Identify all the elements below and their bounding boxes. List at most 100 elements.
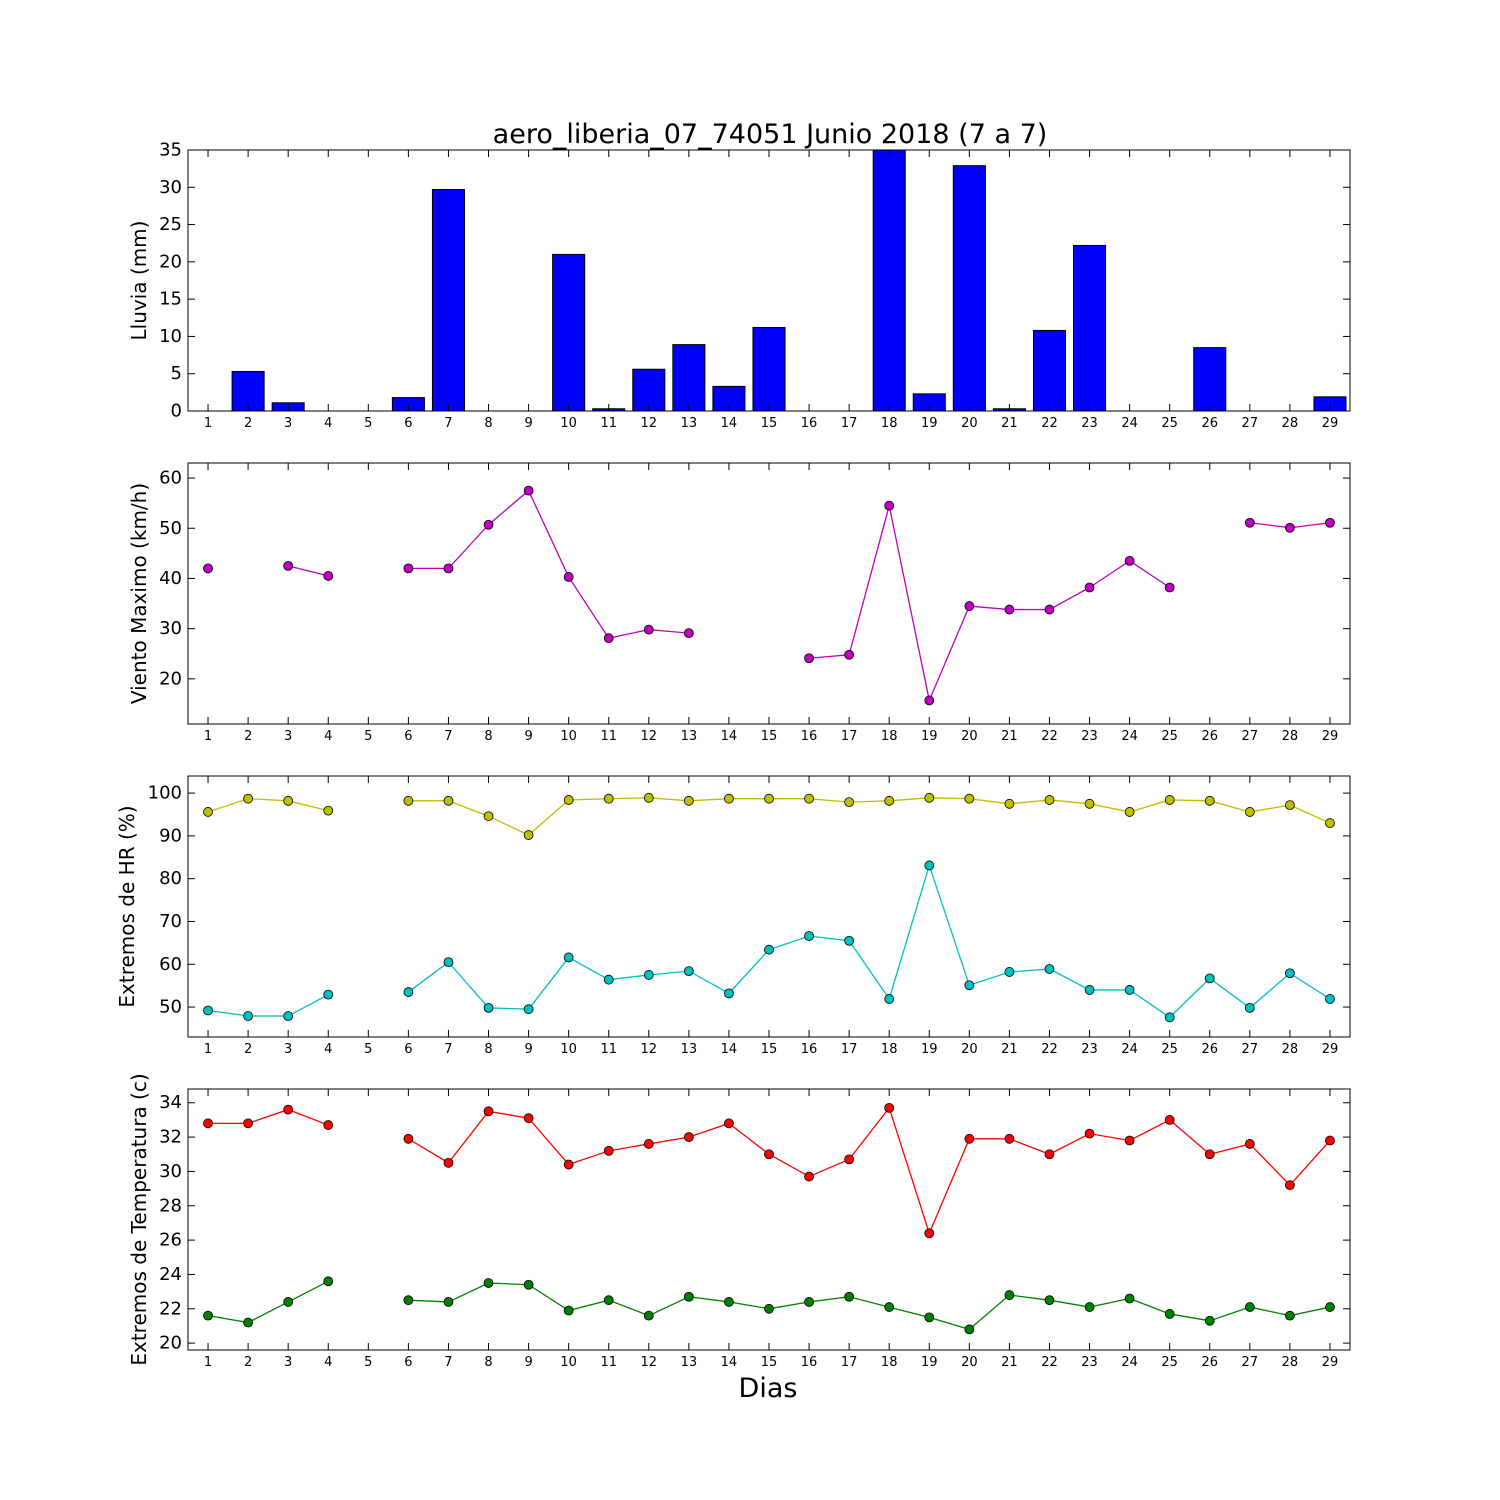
x-tick-label: 12 xyxy=(641,729,658,744)
series-1-point-day-29 xyxy=(1325,517,1335,528)
series-1-point-day-23 xyxy=(1084,1128,1095,1139)
series-2-point-day-27 xyxy=(1244,1003,1255,1013)
x-tick-label: 28 xyxy=(1282,416,1299,431)
series-2-point-day-16 xyxy=(804,931,814,941)
series-1-point-day-21 xyxy=(1004,604,1015,615)
bar-day-22 xyxy=(1032,329,1067,411)
series-1-line-segment-1 xyxy=(207,798,329,813)
series-1-point-day-14 xyxy=(724,1118,734,1129)
series-1-point-day-21 xyxy=(1004,1133,1015,1144)
x-tick-label: 22 xyxy=(1041,416,1058,431)
bar-day-7 xyxy=(431,189,465,411)
x-tick-label: 18 xyxy=(881,1042,898,1057)
chart-title: aero_liberia_07_74051 Junio 2018 (7 a 7) xyxy=(493,119,1048,150)
y-tick-label: 28 xyxy=(159,1195,182,1216)
y-tick-label: 0 xyxy=(171,401,182,422)
series-2-point-day-29 xyxy=(1325,1302,1335,1312)
x-tick-label: 16 xyxy=(801,1355,818,1370)
y-tick-label: 100 xyxy=(148,783,182,804)
series-1-point-day-11 xyxy=(603,793,614,804)
series-1-point-day-9 xyxy=(523,485,534,496)
series-1-point-day-19 xyxy=(924,1228,935,1239)
x-tick-label: 26 xyxy=(1201,416,1218,431)
series-2-point-day-28 xyxy=(1285,1310,1295,1321)
series-2-line-segment-2 xyxy=(408,1282,1331,1331)
x-tick-label: 22 xyxy=(1041,1355,1058,1370)
series-1-point-day-28 xyxy=(1285,522,1295,533)
series-1-point-day-17 xyxy=(844,797,855,807)
series-2-point-day-13 xyxy=(683,966,694,977)
series-1-point-day-1 xyxy=(203,1118,213,1129)
series-1-line-segment-1 xyxy=(208,1108,329,1126)
series-2-point-day-27 xyxy=(1244,1302,1255,1312)
series-2-point-day-6 xyxy=(403,1295,414,1306)
x-tick-label: 9 xyxy=(524,729,532,744)
series-1-point-day-18 xyxy=(884,500,895,511)
series-1-point-day-4 xyxy=(323,571,334,581)
series-1-point-day-10 xyxy=(563,1159,574,1170)
series-1-point-day-25 xyxy=(1164,582,1175,593)
x-tick-label: 16 xyxy=(801,1042,818,1057)
y-tick-label: 90 xyxy=(159,825,182,846)
series-1-point-day-1 xyxy=(203,807,213,817)
x-tick-label: 10 xyxy=(560,729,577,744)
series-2-point-day-13 xyxy=(683,1291,694,1302)
x-tick-label: 14 xyxy=(721,1355,738,1370)
x-tick-label: 9 xyxy=(524,1355,532,1370)
x-tick-label: 17 xyxy=(841,729,858,744)
series-1-point-day-8 xyxy=(483,519,494,530)
x-tick-label: 29 xyxy=(1322,416,1339,431)
x-tick-label: 19 xyxy=(921,1355,938,1370)
series-1-point-day-7 xyxy=(443,563,454,574)
y-tick-label: 15 xyxy=(159,289,182,310)
series-2-point-day-18 xyxy=(884,1302,895,1312)
x-tick-label: 7 xyxy=(444,729,452,744)
x-tick-label: 2 xyxy=(244,416,252,431)
series-1-point-day-12 xyxy=(643,792,654,803)
x-tick-label: 10 xyxy=(560,416,577,431)
series-2-point-day-15 xyxy=(764,944,774,955)
series-1-point-day-3 xyxy=(283,795,294,806)
x-tick-label: 9 xyxy=(524,1042,532,1057)
y-tick-label: 50 xyxy=(159,518,182,539)
x-tick-label: 7 xyxy=(444,1355,452,1370)
series-2-point-day-22 xyxy=(1044,1295,1055,1306)
series-2-point-day-1 xyxy=(203,1310,213,1321)
bar-day-18 xyxy=(872,150,906,411)
bar-day-20 xyxy=(952,165,986,411)
x-tick-label: 29 xyxy=(1322,1355,1339,1370)
series-1-point-day-22 xyxy=(1044,1149,1055,1160)
series-2-point-day-1 xyxy=(203,1005,213,1016)
x-tick-label: 1 xyxy=(204,1355,212,1370)
series-1-point-day-9 xyxy=(523,830,534,840)
series-2-point-day-21 xyxy=(1004,967,1015,977)
x-tick-label: 25 xyxy=(1161,729,1178,744)
series-1-point-day-18 xyxy=(884,795,895,806)
series-1-point-day-13 xyxy=(683,795,694,806)
x-tick-label: 4 xyxy=(324,1042,332,1057)
x-tick-label: 21 xyxy=(1001,416,1018,431)
series-1-point-day-14 xyxy=(724,793,734,804)
series-2-point-day-11 xyxy=(603,974,614,985)
series-1-point-day-11 xyxy=(603,633,614,644)
y-axis-label: Extremos de Temperatura (c) xyxy=(127,1073,151,1365)
series-2-point-day-7 xyxy=(443,957,454,968)
x-tick-label: 20 xyxy=(961,729,978,744)
series-2-point-day-8 xyxy=(483,1003,494,1013)
x-tick-label: 11 xyxy=(600,416,617,431)
x-tick-label: 15 xyxy=(761,1042,778,1057)
x-tick-label: 13 xyxy=(681,1042,698,1057)
x-tick-label: 1 xyxy=(204,1042,212,1057)
x-tick-label: 6 xyxy=(404,1042,412,1057)
series-2-point-day-8 xyxy=(483,1278,494,1288)
y-tick-label: 24 xyxy=(159,1264,182,1285)
x-tick-label: 12 xyxy=(641,1355,658,1370)
x-tick-label: 27 xyxy=(1242,416,1259,431)
series-1-point-day-13 xyxy=(683,628,694,639)
x-tick-label: 16 xyxy=(801,416,818,431)
x-tick-label: 12 xyxy=(641,1042,658,1057)
x-tick-label: 20 xyxy=(961,1355,978,1370)
